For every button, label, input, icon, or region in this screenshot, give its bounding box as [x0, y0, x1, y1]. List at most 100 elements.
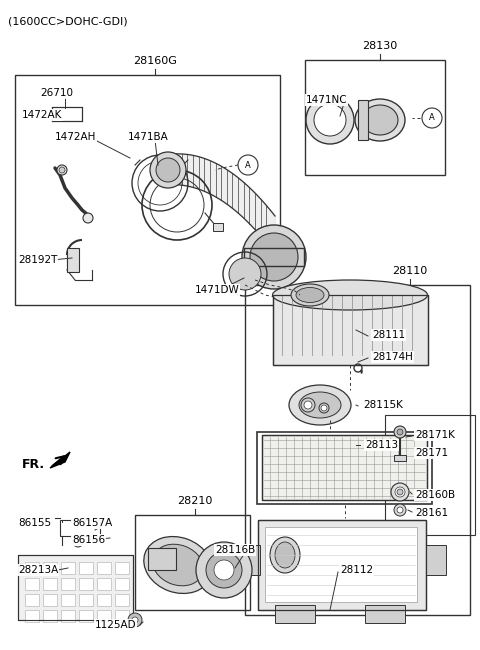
Bar: [79, 578, 93, 590]
Circle shape: [206, 552, 242, 588]
Circle shape: [128, 613, 142, 627]
Bar: [25, 578, 39, 590]
Text: 28174H: 28174H: [372, 352, 413, 362]
Bar: [15, 75, 280, 305]
Circle shape: [301, 398, 315, 412]
Bar: [358, 100, 368, 140]
Bar: [257, 432, 432, 504]
Text: 28111: 28111: [372, 330, 405, 340]
Text: 28116B: 28116B: [215, 545, 255, 555]
Text: 86156: 86156: [72, 535, 105, 545]
Text: 1472AH: 1472AH: [55, 132, 96, 142]
Ellipse shape: [144, 536, 212, 593]
Bar: [61, 594, 75, 606]
Circle shape: [73, 537, 83, 547]
Bar: [43, 610, 57, 622]
Bar: [258, 520, 426, 610]
Circle shape: [397, 507, 403, 513]
Circle shape: [395, 487, 405, 497]
Ellipse shape: [289, 385, 351, 425]
Text: (1600CC>DOHC-GDI): (1600CC>DOHC-GDI): [8, 16, 128, 26]
Bar: [79, 594, 93, 606]
Bar: [61, 578, 75, 590]
Circle shape: [250, 233, 298, 281]
Bar: [25, 594, 39, 606]
Bar: [115, 578, 129, 590]
Text: 28213A: 28213A: [18, 565, 58, 575]
Text: 28161: 28161: [415, 508, 448, 518]
Ellipse shape: [275, 542, 295, 568]
Circle shape: [394, 504, 406, 516]
Circle shape: [391, 483, 409, 501]
Text: 28210: 28210: [177, 496, 213, 506]
Ellipse shape: [362, 105, 398, 135]
Circle shape: [214, 560, 234, 580]
Bar: [273, 295, 428, 365]
Bar: [97, 578, 111, 590]
Text: 1471BA: 1471BA: [128, 132, 169, 142]
Circle shape: [397, 429, 403, 435]
Bar: [273, 295, 428, 365]
Text: 26710: 26710: [40, 88, 73, 98]
Circle shape: [57, 165, 67, 175]
Bar: [60, 520, 100, 536]
Bar: [97, 562, 111, 574]
Circle shape: [59, 167, 65, 173]
Bar: [18, 555, 133, 620]
Bar: [61, 610, 75, 622]
Text: 28192T: 28192T: [18, 255, 58, 265]
Bar: [97, 610, 111, 622]
Bar: [97, 594, 111, 606]
Ellipse shape: [355, 99, 405, 141]
Bar: [426, 545, 446, 575]
Bar: [275, 605, 315, 623]
Bar: [244, 248, 304, 266]
Bar: [305, 60, 445, 175]
Bar: [240, 545, 260, 575]
Bar: [245, 285, 470, 615]
Bar: [79, 610, 93, 622]
Text: A: A: [429, 114, 435, 122]
Circle shape: [319, 403, 329, 413]
Ellipse shape: [299, 392, 341, 418]
Bar: [262, 435, 427, 500]
Circle shape: [156, 158, 180, 182]
Ellipse shape: [291, 284, 329, 306]
Circle shape: [314, 104, 346, 136]
Circle shape: [75, 540, 81, 545]
Text: 28115K: 28115K: [363, 400, 403, 410]
Bar: [213, 223, 223, 231]
Text: 28160B: 28160B: [415, 490, 455, 500]
Bar: [148, 548, 176, 570]
Text: 28112: 28112: [340, 565, 373, 575]
Bar: [135, 515, 250, 610]
Bar: [115, 610, 129, 622]
Text: FR.: FR.: [22, 458, 45, 471]
Bar: [385, 415, 475, 535]
Bar: [258, 520, 426, 610]
Text: 1125AD: 1125AD: [95, 620, 137, 630]
Bar: [61, 562, 75, 574]
Circle shape: [229, 258, 261, 290]
Text: 86155: 86155: [18, 518, 51, 528]
Circle shape: [132, 617, 138, 623]
Text: 86157A: 86157A: [72, 518, 112, 528]
Bar: [67, 248, 79, 272]
Bar: [25, 610, 39, 622]
Text: 28130: 28130: [362, 41, 397, 51]
Ellipse shape: [296, 287, 324, 302]
Text: 28113: 28113: [365, 440, 398, 450]
Circle shape: [83, 213, 93, 223]
Bar: [262, 435, 427, 500]
Circle shape: [304, 401, 312, 409]
Bar: [79, 562, 93, 574]
Text: 1471DW: 1471DW: [195, 285, 240, 295]
Circle shape: [422, 108, 442, 128]
Text: 28160G: 28160G: [133, 56, 177, 66]
Ellipse shape: [270, 537, 300, 573]
Circle shape: [150, 152, 186, 188]
Text: 28171K: 28171K: [415, 430, 455, 440]
Text: 1471NC: 1471NC: [306, 95, 348, 105]
Bar: [43, 594, 57, 606]
Text: A: A: [245, 161, 251, 170]
